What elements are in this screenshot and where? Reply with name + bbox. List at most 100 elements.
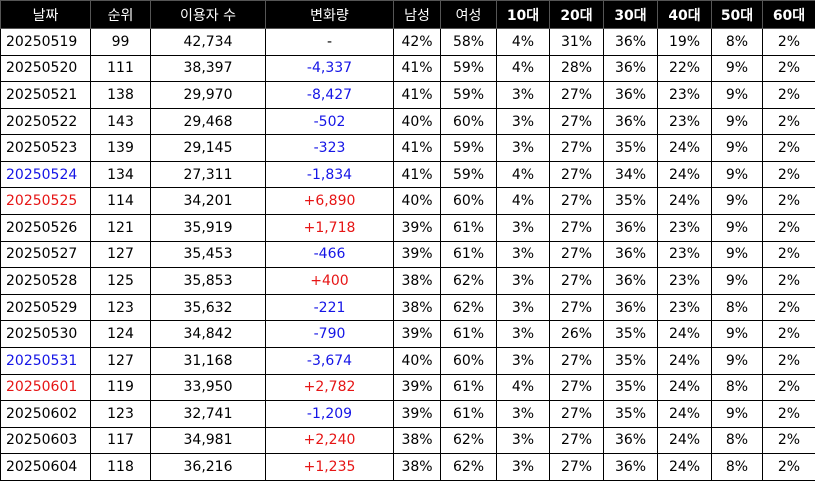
table-cell: 123 — [90, 400, 151, 428]
table-cell: 36,216 — [150, 453, 266, 481]
table-cell: 118 — [90, 453, 151, 481]
table-cell: 24% — [657, 320, 712, 348]
table-cell: 35,632 — [150, 293, 266, 322]
header-cell: 변화량 — [265, 0, 394, 29]
table-cell: 27% — [549, 107, 604, 136]
header-cell: 40대 — [657, 0, 712, 29]
table-row: 20250604 118 36,216 +1,235 38% 62% 3% 27% 36% 24%… — [0, 453, 815, 481]
table-cell: 58% — [440, 28, 497, 56]
table-cell: 35% — [603, 346, 658, 375]
table-cell: 31% — [549, 28, 604, 56]
table-cell: 41% — [393, 160, 441, 189]
table-cell: 36% — [603, 426, 658, 455]
date-cell: 20250519 — [0, 28, 91, 56]
table-cell: 2% — [762, 160, 815, 189]
table-cell: 4% — [496, 160, 550, 189]
table-cell: 36% — [603, 81, 658, 109]
table-cell: 61% — [440, 214, 497, 242]
table-cell: 39% — [393, 320, 441, 348]
table-cell: 19% — [657, 28, 712, 56]
table-row: 20250603 117 34,981 +2,240 38% 62% 3% 27% 36% 24%… — [0, 426, 815, 455]
table-cell: 27% — [549, 214, 604, 242]
header-cell: 30대 — [603, 0, 658, 29]
table-row: 20250525 114 34,201 +6,890 40% 60% 4% 27% 35% 24%… — [0, 187, 815, 216]
table-cell: 28% — [549, 54, 604, 83]
table-cell: 36% — [603, 54, 658, 83]
table-cell: 42,734 — [150, 28, 266, 56]
table-row: 20250526 121 35,919 +1,718 39% 61% 3% 27% 36% 23%… — [0, 214, 815, 242]
table-cell: 36% — [603, 107, 658, 136]
table-cell: 36% — [603, 453, 658, 481]
table-cell: 2% — [762, 214, 815, 242]
table-cell: 2% — [762, 400, 815, 428]
table-cell: 35% — [603, 320, 658, 348]
table-cell: 38,397 — [150, 54, 266, 83]
table-cell: 2% — [762, 28, 815, 56]
date-cell: 20250521 — [0, 81, 91, 109]
table-cell: 121 — [90, 214, 151, 242]
table-cell: 39% — [393, 373, 441, 402]
table-cell: 127 — [90, 346, 151, 375]
table-cell: 2% — [762, 54, 815, 83]
table-cell: 3% — [496, 240, 550, 269]
table-cell: 35,919 — [150, 214, 266, 242]
table-cell: 27% — [549, 187, 604, 216]
table-cell: 34,842 — [150, 320, 266, 348]
table-cell: 29,970 — [150, 81, 266, 109]
table-cell: 42% — [393, 28, 441, 56]
table-cell: -1,209 — [265, 400, 394, 428]
table-cell: 40% — [393, 187, 441, 216]
table-cell: 23% — [657, 267, 712, 295]
table-cell: 3% — [496, 107, 550, 136]
table-cell: 138 — [90, 81, 151, 109]
table-cell: 3% — [496, 346, 550, 375]
table-cell: 4% — [496, 373, 550, 402]
header-cell: 남성 — [393, 0, 441, 29]
table-cell: 59% — [440, 134, 497, 162]
table-cell: 9% — [711, 160, 763, 189]
table-cell: 24% — [657, 160, 712, 189]
table-cell: 23% — [657, 240, 712, 269]
table-row: 20250521 138 29,970 -8,427 41% 59% 3% 27% 36% 23%… — [0, 81, 815, 109]
date-cell: 20250520 — [0, 54, 91, 83]
table-row: 20250601 119 33,950 +2,782 39% 61% 4% 27% 35% 24%… — [0, 373, 815, 402]
table-cell: 123 — [90, 293, 151, 322]
table-cell: 139 — [90, 134, 151, 162]
table-cell: 22% — [657, 54, 712, 83]
date-cell: 20250601 — [0, 373, 91, 402]
header-cell: 순위 — [90, 0, 151, 29]
table-cell: 34% — [603, 160, 658, 189]
table-cell: 34,981 — [150, 426, 266, 455]
table-cell: 4% — [496, 187, 550, 216]
table-cell: 39% — [393, 240, 441, 269]
table-cell: -790 — [265, 320, 394, 348]
table-cell: 24% — [657, 187, 712, 216]
table-cell: 36% — [603, 267, 658, 295]
table-cell: 2% — [762, 453, 815, 481]
table-cell: 9% — [711, 187, 763, 216]
table-cell: 41% — [393, 81, 441, 109]
table-cell: - — [265, 28, 394, 56]
table-cell: 2% — [762, 134, 815, 162]
table-cell: 35,853 — [150, 267, 266, 295]
table-cell: 38% — [393, 426, 441, 455]
table-cell: 27% — [549, 426, 604, 455]
date-cell: 20250603 — [0, 426, 91, 455]
table-cell: 3% — [496, 214, 550, 242]
table-cell: 61% — [440, 320, 497, 348]
table-cell: 59% — [440, 160, 497, 189]
table-cell: 36% — [603, 293, 658, 322]
table-cell: +6,890 — [265, 187, 394, 216]
table-cell: 111 — [90, 54, 151, 83]
table-cell: 27% — [549, 293, 604, 322]
table-cell: 36% — [603, 214, 658, 242]
table-cell: 24% — [657, 400, 712, 428]
date-cell: 20250522 — [0, 107, 91, 136]
table-cell: 9% — [711, 54, 763, 83]
table-cell: 39% — [393, 400, 441, 428]
table-cell: 23% — [657, 107, 712, 136]
table-row: 20250519 99 42,734-42% 58% 4% 31% 36% 19% 8% 2% — [0, 28, 815, 56]
table-cell: 41% — [393, 54, 441, 83]
